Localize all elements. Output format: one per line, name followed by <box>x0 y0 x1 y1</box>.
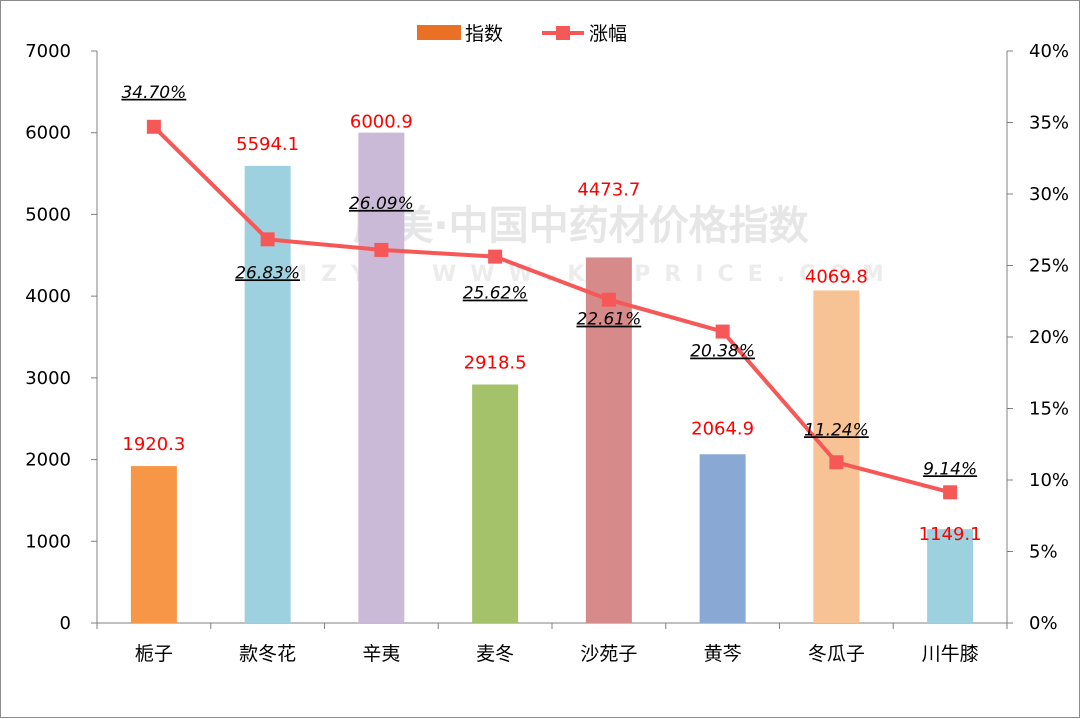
bar <box>699 454 746 623</box>
watermark-url: KMZYC WWW.KMPRICE.COM <box>254 262 898 287</box>
x-tick-label: 冬瓜子 <box>808 643 865 665</box>
bar-value-label: 2918.5 <box>464 353 527 374</box>
growth-point <box>260 232 275 247</box>
bar <box>472 384 519 623</box>
x-tick-label: 栀子 <box>135 643 173 665</box>
bar-value-label: 1920.3 <box>122 434 185 455</box>
growth-point <box>943 485 958 500</box>
bar <box>585 257 632 623</box>
x-tick-label: 辛夷 <box>362 643 400 665</box>
x-tick-label: 川牛膝 <box>922 643 979 665</box>
x-tick-label: 黄芩 <box>704 643 742 665</box>
growth-point <box>488 249 503 264</box>
bar-value-label: 6000.9 <box>350 112 413 133</box>
left-tick-label: 4000 <box>25 286 71 307</box>
x-tick-label: 款冬花 <box>239 643 296 665</box>
bar-value-label: 2064.9 <box>691 418 754 439</box>
left-tick-label: 5000 <box>25 204 71 225</box>
legend-label-growth: 涨幅 <box>589 23 627 45</box>
right-tick-label: 35% <box>1029 113 1069 134</box>
left-tick-label: 2000 <box>25 450 71 471</box>
growth-value-label: 34.70% <box>121 83 186 103</box>
right-tick-label: 0% <box>1029 613 1058 634</box>
growth-point <box>601 292 616 307</box>
growth-value-label: 20.38% <box>690 342 755 362</box>
bar <box>358 132 405 623</box>
bar <box>927 529 974 623</box>
left-tick-label: 0 <box>60 613 71 634</box>
growth-value-label: 26.83% <box>235 263 300 283</box>
bar-value-label: 1149.1 <box>919 524 982 545</box>
growth-value-label: 11.24% <box>804 420 869 440</box>
legend-swatch-index <box>417 25 461 40</box>
x-tick-label: 麦冬 <box>476 643 514 665</box>
right-tick-label: 5% <box>1029 542 1058 563</box>
right-tick-label: 15% <box>1029 399 1069 420</box>
left-tick-label: 1000 <box>25 531 71 552</box>
bar-value-label: 4069.8 <box>805 266 868 287</box>
right-tick-label: 20% <box>1029 327 1069 348</box>
growth-value-label: 25.62% <box>463 284 528 304</box>
x-tick-label: 沙苑子 <box>580 643 637 665</box>
bar <box>130 466 177 623</box>
growth-point <box>715 324 730 339</box>
watermark-title: 康美·中国中药材价格指数 <box>353 203 808 249</box>
growth-point <box>374 242 389 257</box>
right-tick-label: 30% <box>1029 184 1069 205</box>
growth-line <box>152 125 951 495</box>
growth-value-label: 9.14% <box>923 459 977 479</box>
right-tick-label: 10% <box>1029 470 1069 491</box>
left-tick-label: 7000 <box>25 41 71 62</box>
right-tick-label: 25% <box>1029 256 1069 277</box>
right-tick-label: 40% <box>1029 41 1069 62</box>
bar-value-label: 5594.1 <box>236 134 299 155</box>
growth-value-label: 26.09% <box>349 194 414 214</box>
bar-value-label: 4473.7 <box>577 179 640 200</box>
legend-marker-growth <box>556 26 570 40</box>
growth-value-label: 22.61% <box>576 310 641 330</box>
growth-point <box>146 119 161 134</box>
left-tick-label: 6000 <box>25 123 71 144</box>
left-tick-label: 3000 <box>25 368 71 389</box>
legend-label-index: 指数 <box>465 23 503 45</box>
growth-point <box>829 455 844 470</box>
